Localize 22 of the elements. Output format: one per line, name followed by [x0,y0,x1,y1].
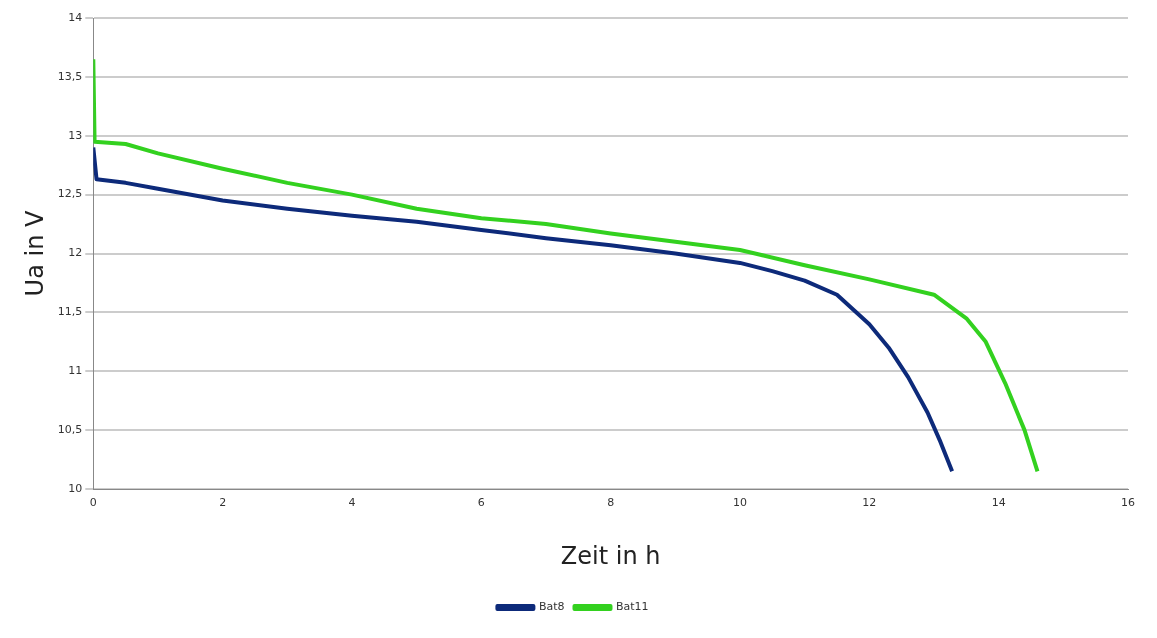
y-tick-label: 13,5 [57,69,83,83]
y-tick-label: 13 [68,128,83,142]
y-axis-title: Ua in V [20,210,49,297]
legend-label: Bat11 [616,600,649,614]
x-tick-label: 6 [477,496,485,510]
y-tick-label: 12 [68,246,83,260]
x-axis-title: Zeit in h [560,541,661,570]
y-tick-label: 12,5 [57,187,83,201]
y-tick-label: 11 [68,364,83,378]
x-tick-label: 16 [1121,496,1135,510]
y-tick-label: 14 [68,10,83,24]
x-tick-label: 8 [607,496,615,510]
x-tick-label: 10 [732,496,747,510]
legend-label: Bat8 [538,600,565,614]
x-tick-label: 14 [991,496,1006,510]
x-tick-label: 0 [89,496,97,510]
y-tick-label: 10 [68,481,83,495]
x-tick-label: 12 [862,496,877,510]
x-tick-label: 4 [348,496,356,510]
y-tick-label: 10,5 [57,422,83,436]
x-tick-label: 2 [219,496,227,510]
y-tick-label: 11,5 [57,305,83,319]
